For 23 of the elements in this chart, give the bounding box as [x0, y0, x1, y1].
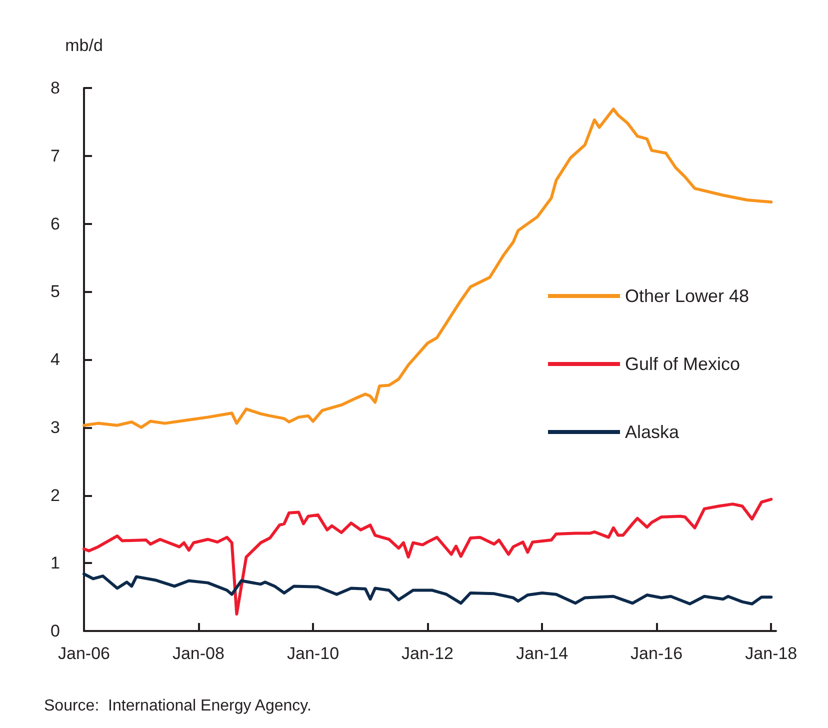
- y-tick-label: 7: [50, 146, 60, 166]
- x-tick-label: Jan-08: [172, 644, 224, 663]
- y-tick-label: 4: [50, 350, 60, 369]
- x-tick-label: Jan-10: [287, 644, 340, 663]
- y-tick-label: 2: [50, 486, 60, 505]
- source-note: Source: International Energy Agency.: [44, 698, 312, 714]
- y-tick-label: 5: [50, 282, 60, 302]
- y-tick-label: 8: [50, 78, 60, 98]
- legend-label: Gulf of Mexico: [625, 354, 740, 374]
- x-tick-label: Jan-12: [402, 644, 454, 663]
- x-tick-label: Jan-06: [58, 644, 110, 663]
- x-tick-label: Jan-18: [745, 644, 798, 663]
- legend-label: Other Lower 48: [625, 286, 750, 306]
- y-tick-label: 0: [50, 622, 60, 640]
- legend-label: Alaska: [625, 422, 680, 442]
- x-tick-label: Jan-14: [516, 644, 568, 663]
- y-tick-label: 6: [50, 214, 60, 234]
- line-series: [82, 498, 773, 616]
- line-series: [82, 572, 773, 606]
- x-tick-label: Jan-16: [630, 644, 683, 663]
- y-tick-label: 3: [50, 418, 60, 437]
- y-tick-label: 1: [50, 554, 60, 573]
- y-axis-title: mb/d: [65, 36, 103, 55]
